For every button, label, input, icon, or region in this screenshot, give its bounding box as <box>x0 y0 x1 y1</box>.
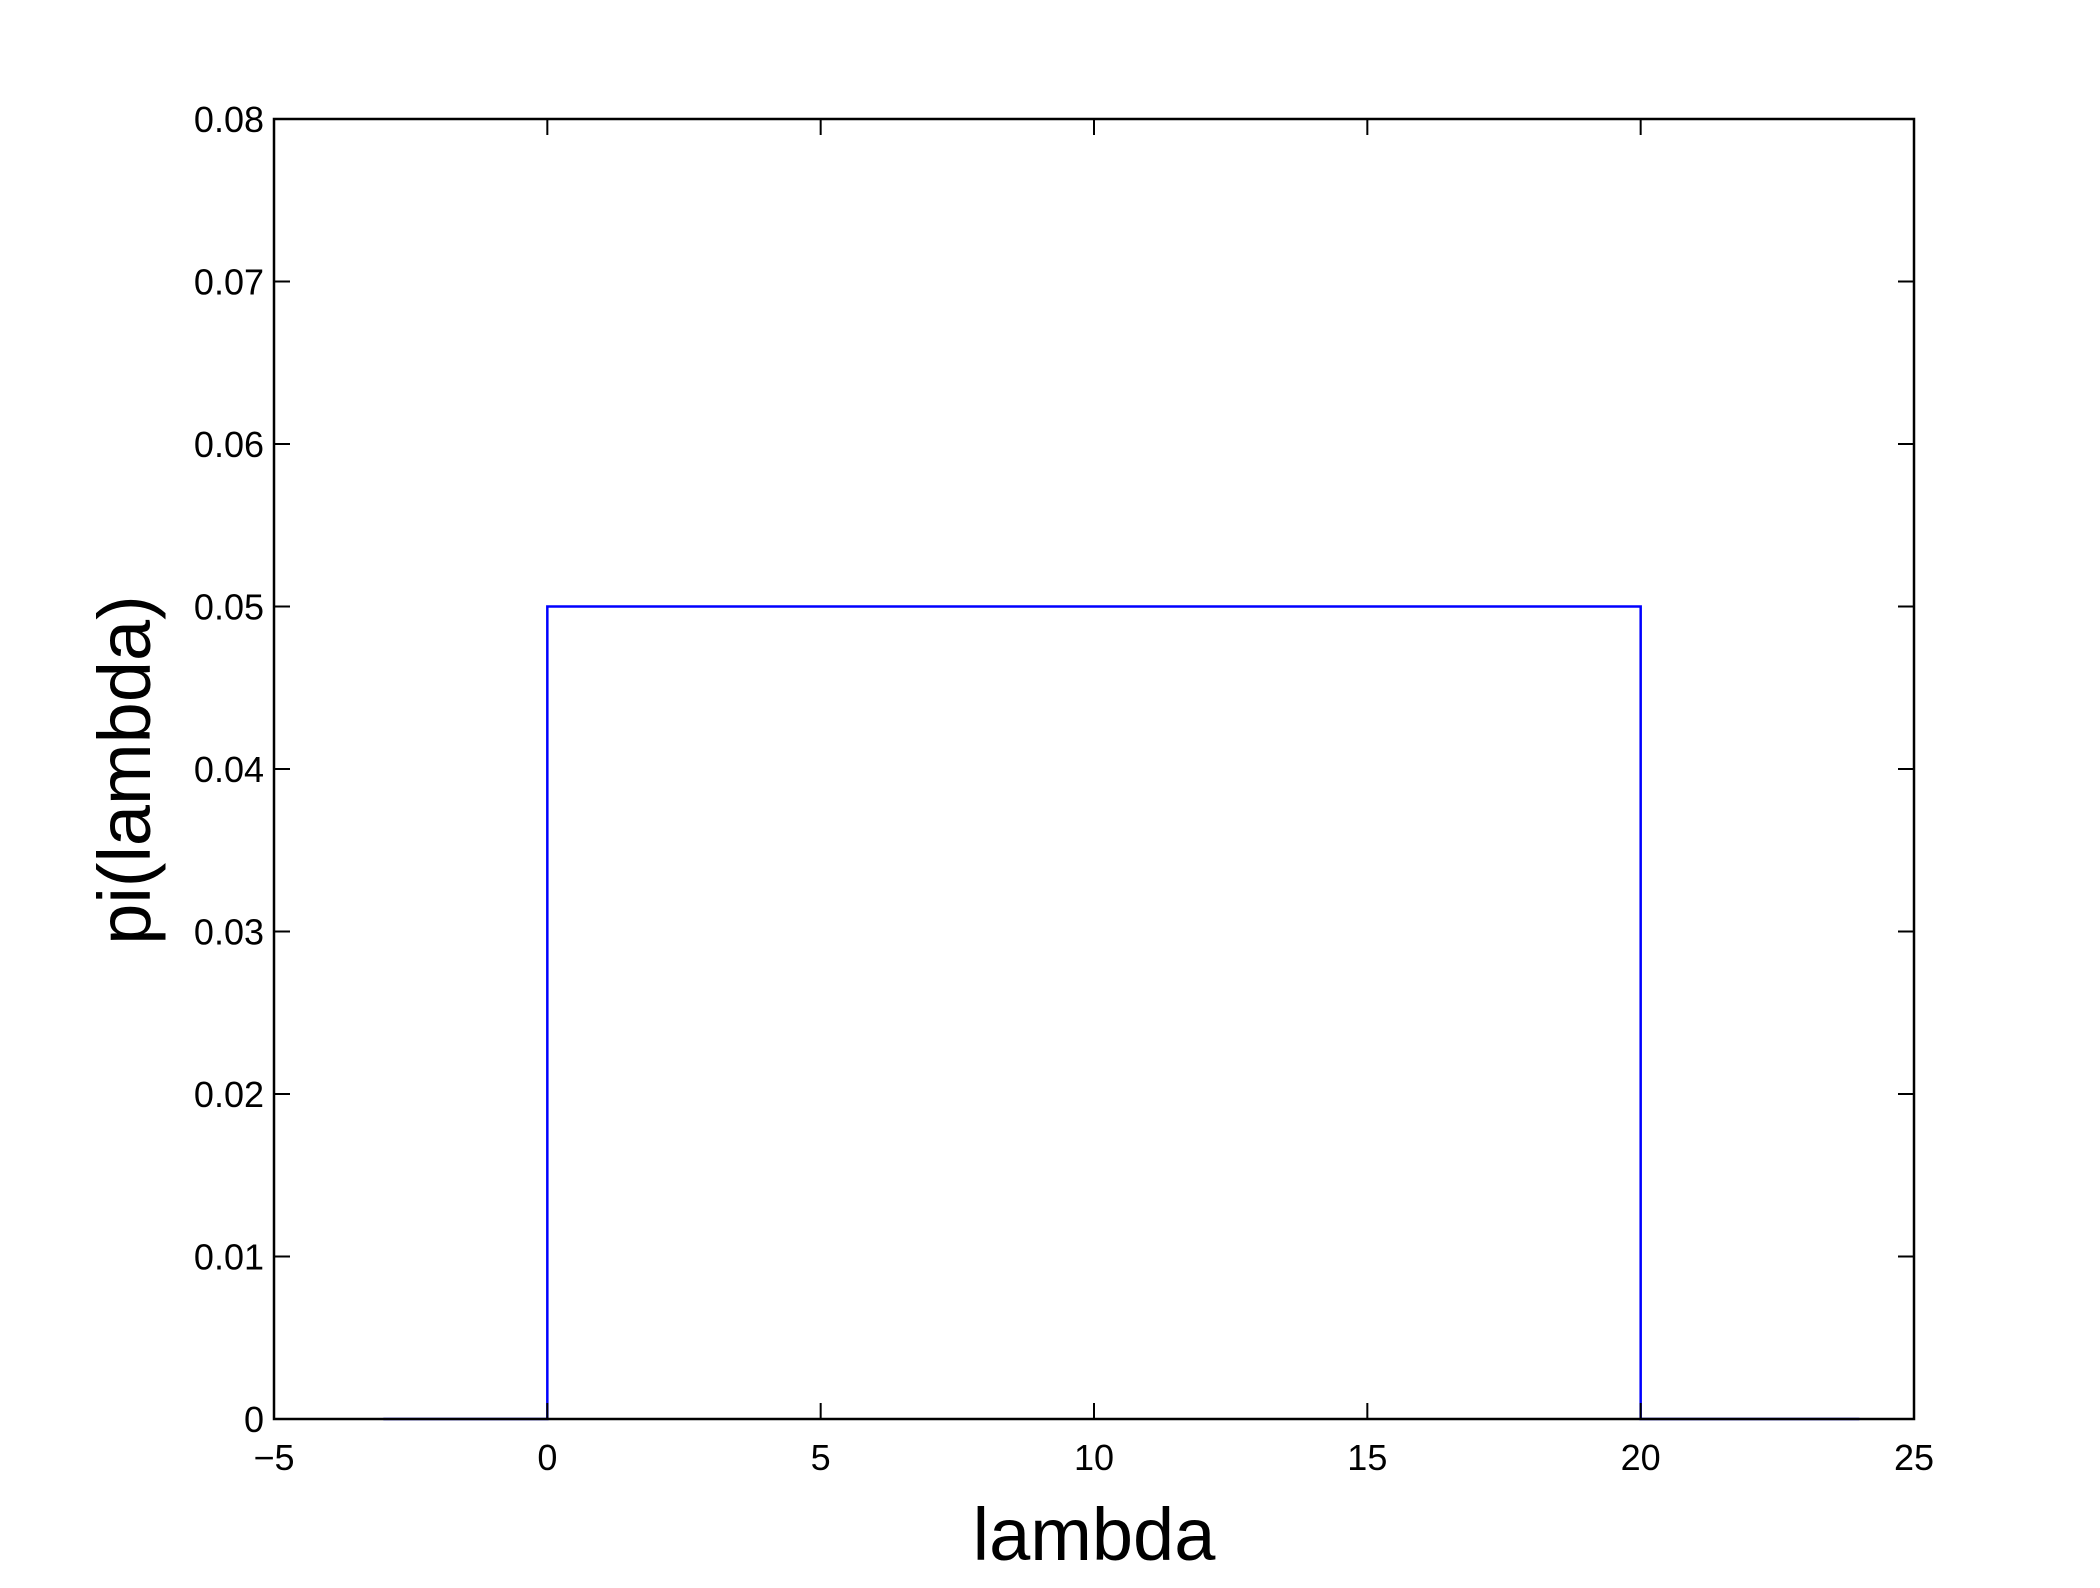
y-tick-label: 0.08 <box>194 99 264 140</box>
x-tick-label: 5 <box>811 1437 831 1478</box>
y-axis-label: pi(lambda) <box>83 595 166 945</box>
x-tick-label: 0 <box>537 1437 557 1478</box>
x-axis-label: lambda <box>973 1493 1217 1576</box>
x-tick-label: 15 <box>1347 1437 1387 1478</box>
label-layer: lambda pi(lambda) <box>83 595 1216 1576</box>
y-tick-label: 0.07 <box>194 262 264 303</box>
y-tick-label: 0.06 <box>194 424 264 465</box>
y-tick-label: 0.04 <box>194 749 264 790</box>
x-tick-label: −5 <box>253 1437 294 1478</box>
axes-layer <box>272 117 1916 1421</box>
plot-frame <box>272 117 1916 1421</box>
x-tick-label: 20 <box>1621 1437 1661 1478</box>
y-tick-label: 0.03 <box>194 912 264 953</box>
series-line-1 <box>383 605 1860 1421</box>
y-tick-label: 0.02 <box>194 1074 264 1115</box>
x-tick-label: 25 <box>1894 1437 1934 1478</box>
x-tick-label: 10 <box>1074 1437 1114 1478</box>
y-tick-label: 0.01 <box>194 1237 264 1278</box>
y-tick-label: 0 <box>244 1399 264 1440</box>
y-tick-label: 0.05 <box>194 587 264 628</box>
tick-layer: −5 0 5 10 15 20 2500.010.020.030.040.050.060.0… <box>194 99 1934 1478</box>
series-layer <box>383 605 1860 1421</box>
